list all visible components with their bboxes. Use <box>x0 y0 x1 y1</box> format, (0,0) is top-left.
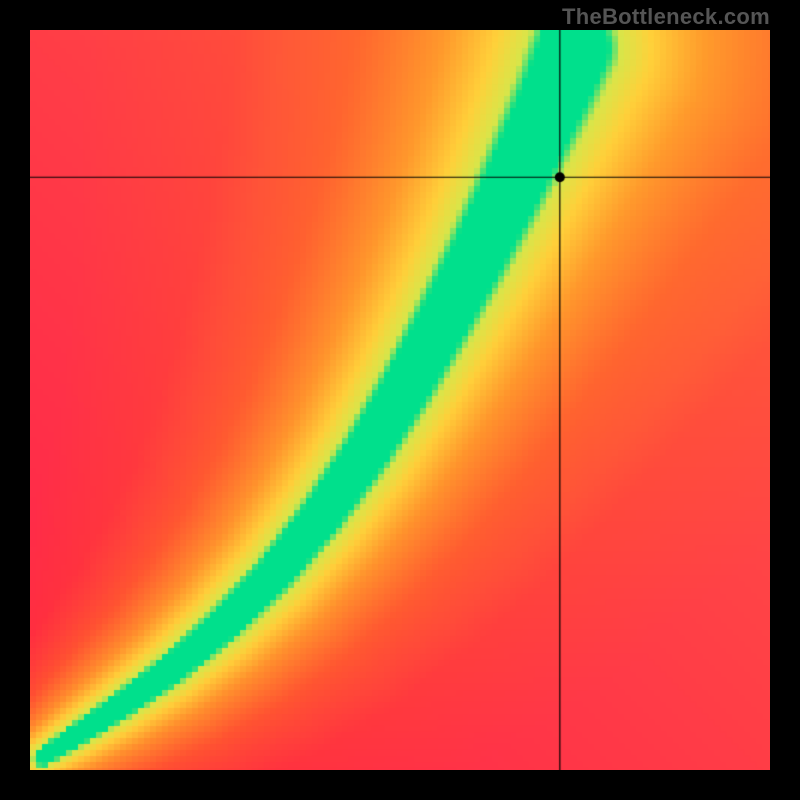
watermark: TheBottleneck.com <box>562 4 770 30</box>
heatmap-canvas <box>30 30 770 770</box>
chart-container: TheBottleneck.com <box>0 0 800 800</box>
